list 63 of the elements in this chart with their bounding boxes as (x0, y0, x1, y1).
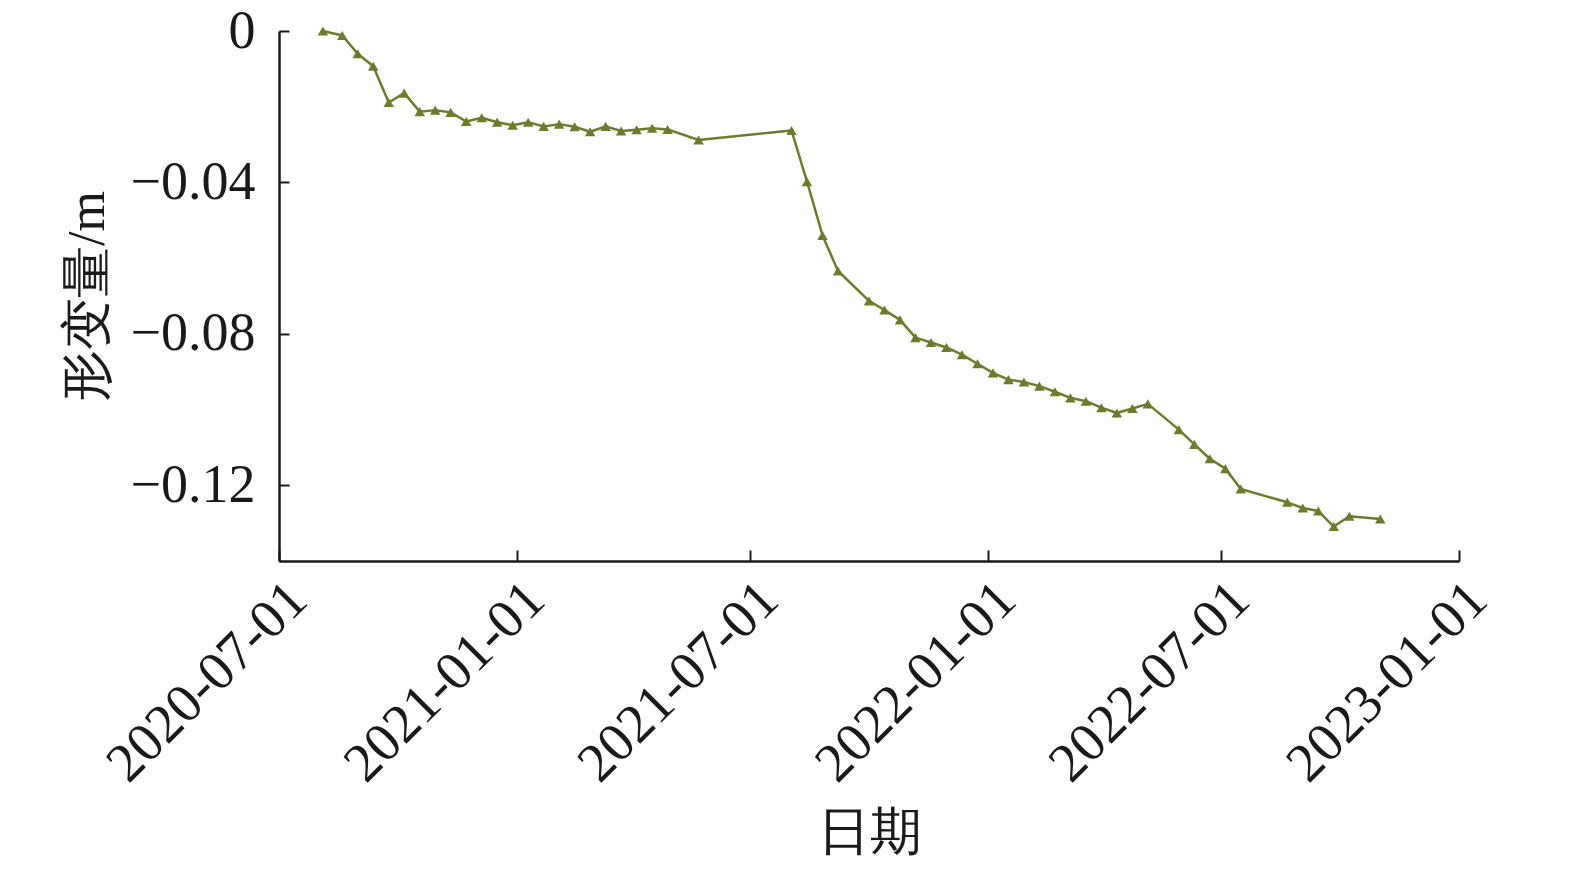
point (1096, 403, 1107, 413)
point (832, 266, 844, 276)
point (863, 296, 875, 306)
point (1080, 396, 1092, 406)
point (1189, 439, 1200, 449)
point (817, 230, 828, 240)
point (615, 126, 627, 136)
point (476, 113, 487, 123)
y-tick-label: −0.08 (130, 302, 256, 363)
y-tick-label: −0.12 (130, 453, 256, 514)
point (507, 120, 518, 130)
point (368, 61, 379, 71)
y-tick-label: −0.04 (130, 150, 256, 211)
y-axis-title: 形变量/m (57, 191, 115, 402)
point (445, 107, 456, 117)
point (801, 177, 813, 187)
point (317, 26, 329, 36)
point (1297, 503, 1309, 513)
point (646, 123, 658, 133)
point (1049, 387, 1061, 397)
point (491, 117, 503, 127)
point (569, 122, 580, 132)
point (894, 315, 906, 325)
y-tick-label: 0 (228, 0, 256, 60)
point (1173, 425, 1185, 435)
point (522, 117, 534, 127)
point (553, 119, 565, 129)
point (925, 338, 937, 348)
point (1220, 464, 1231, 474)
point (1065, 393, 1076, 403)
point (460, 116, 472, 127)
point (1034, 381, 1045, 391)
point (1282, 497, 1293, 507)
point (1018, 377, 1030, 387)
point (910, 333, 921, 343)
point (662, 124, 673, 134)
point (337, 31, 348, 41)
point (693, 135, 704, 145)
point (1003, 375, 1014, 385)
point (1111, 408, 1123, 418)
point (383, 98, 394, 108)
point (538, 121, 549, 131)
point (631, 125, 642, 135)
point (786, 126, 797, 136)
point (972, 359, 983, 369)
point (1127, 403, 1138, 413)
point (584, 127, 596, 137)
point (879, 305, 890, 315)
point (1235, 484, 1247, 494)
point (414, 107, 425, 117)
point (352, 49, 363, 59)
point (941, 342, 952, 353)
point (429, 105, 441, 115)
point (987, 368, 999, 378)
point (1204, 454, 1216, 464)
point (956, 350, 968, 360)
point (398, 88, 410, 98)
point (1344, 511, 1355, 521)
x-axis-title: 日期 (817, 802, 922, 860)
point (1375, 514, 1386, 524)
point (600, 121, 611, 131)
point (1313, 506, 1324, 516)
point (1328, 522, 1340, 532)
